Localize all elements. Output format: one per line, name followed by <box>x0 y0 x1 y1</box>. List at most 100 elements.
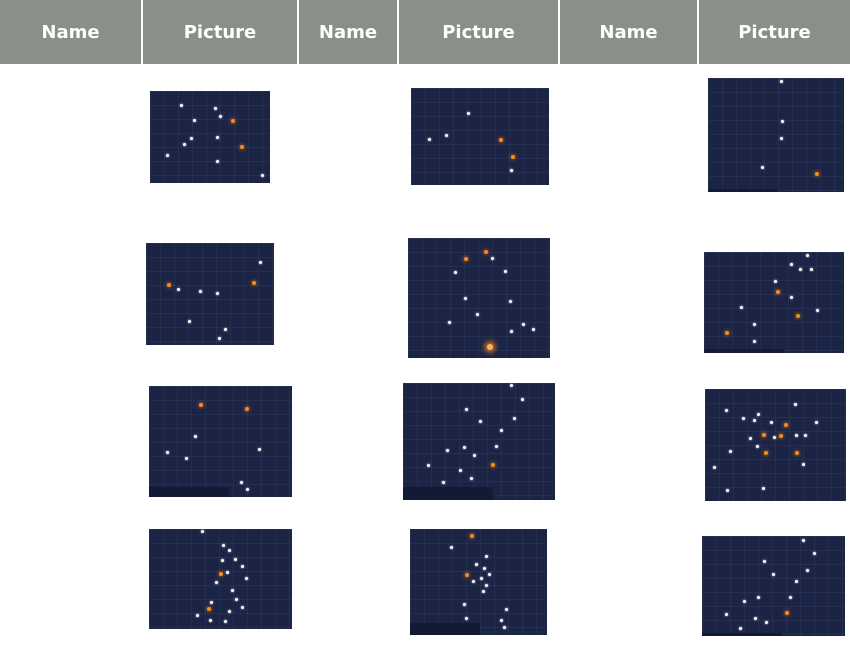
star <box>258 448 261 451</box>
star-orange <box>762 433 766 437</box>
star-orange <box>252 281 256 285</box>
star <box>753 419 756 422</box>
star <box>749 437 752 440</box>
star <box>261 174 264 177</box>
star <box>259 261 262 264</box>
star <box>761 166 764 169</box>
star <box>739 627 742 630</box>
constellation-picture <box>408 238 550 358</box>
star <box>450 546 453 549</box>
star <box>795 580 798 583</box>
star <box>240 481 243 484</box>
star <box>816 309 819 312</box>
star <box>713 466 716 469</box>
star <box>222 544 225 547</box>
star-orange <box>219 572 223 576</box>
star <box>762 487 765 490</box>
star <box>476 313 479 316</box>
star <box>485 584 488 587</box>
star <box>193 119 196 122</box>
star <box>510 384 513 387</box>
star <box>465 408 468 411</box>
star <box>743 600 746 603</box>
star <box>177 288 180 291</box>
picture-bottom-bar <box>410 623 480 635</box>
constellation-picture <box>403 383 555 500</box>
constellation-picture <box>410 529 547 635</box>
constellation-picture <box>704 252 844 353</box>
star-orange <box>245 407 249 411</box>
star <box>246 488 249 491</box>
star-orange <box>491 463 495 467</box>
star <box>757 413 760 416</box>
star <box>742 417 745 420</box>
header-picture-2: Picture <box>399 0 558 64</box>
star <box>815 421 818 424</box>
star <box>216 292 219 295</box>
star <box>194 435 197 438</box>
star <box>770 421 773 424</box>
star-orange <box>815 172 819 176</box>
star-burst <box>487 344 493 350</box>
star <box>224 620 227 623</box>
header-name-1: Name <box>0 0 141 64</box>
star <box>789 596 792 599</box>
star <box>428 138 431 141</box>
picture-bottom-bar <box>704 349 784 353</box>
header-name-2: Name <box>299 0 397 64</box>
constellation-picture <box>150 91 270 183</box>
star <box>799 268 802 271</box>
star <box>465 617 468 620</box>
star <box>201 530 204 533</box>
star <box>802 539 805 542</box>
star <box>241 565 244 568</box>
star <box>446 449 449 452</box>
star-orange <box>231 119 235 123</box>
star <box>509 300 512 303</box>
star <box>216 136 219 139</box>
star-orange <box>484 250 488 254</box>
star-orange <box>776 290 780 294</box>
star-orange <box>779 434 783 438</box>
star-orange <box>511 155 515 159</box>
star <box>470 477 473 480</box>
star <box>763 560 766 563</box>
star <box>726 489 729 492</box>
star <box>482 590 485 593</box>
star <box>495 445 498 448</box>
star <box>224 328 227 331</box>
star <box>215 581 218 584</box>
star-orange <box>725 331 729 335</box>
constellation-picture <box>702 536 845 636</box>
header-name-3: Name <box>560 0 697 64</box>
star <box>725 409 728 412</box>
star <box>166 451 169 454</box>
star <box>234 558 237 561</box>
constellation-picture <box>411 88 549 185</box>
star <box>725 613 728 616</box>
star <box>190 137 193 140</box>
star <box>241 606 244 609</box>
star <box>228 610 231 613</box>
star <box>464 297 467 300</box>
star-orange <box>764 451 768 455</box>
star <box>754 617 757 620</box>
star <box>235 598 238 601</box>
star <box>219 115 222 118</box>
star <box>804 434 807 437</box>
star <box>488 573 491 576</box>
star <box>454 271 457 274</box>
star-orange <box>207 607 211 611</box>
star-orange <box>464 257 468 261</box>
star <box>510 169 513 172</box>
star-orange <box>199 403 203 407</box>
star <box>442 481 445 484</box>
star <box>500 619 503 622</box>
star <box>463 446 466 449</box>
star <box>773 436 776 439</box>
star <box>226 571 229 574</box>
star <box>185 457 188 460</box>
star <box>445 134 448 137</box>
star <box>199 290 202 293</box>
star <box>790 296 793 299</box>
